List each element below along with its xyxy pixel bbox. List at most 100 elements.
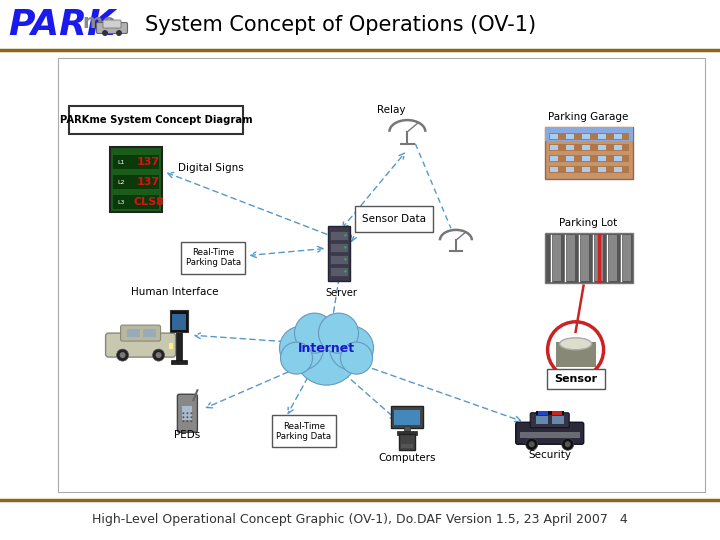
- Bar: [598, 134, 606, 139]
- Circle shape: [344, 234, 346, 237]
- Text: PEDs: PEDs: [174, 430, 201, 440]
- FancyBboxPatch shape: [103, 20, 121, 28]
- Circle shape: [294, 313, 335, 353]
- Bar: [536, 416, 548, 424]
- Bar: [598, 167, 606, 172]
- Circle shape: [281, 342, 312, 374]
- Bar: [565, 134, 574, 139]
- Bar: [556, 342, 595, 367]
- Bar: [552, 411, 562, 415]
- Circle shape: [116, 30, 122, 36]
- Bar: [549, 145, 629, 152]
- Bar: [565, 157, 574, 161]
- Bar: [623, 235, 631, 281]
- Text: PARKme System Concept Diagram: PARKme System Concept Diagram: [60, 115, 252, 125]
- Bar: [544, 127, 633, 179]
- Bar: [549, 134, 557, 139]
- Circle shape: [190, 416, 192, 419]
- Bar: [112, 155, 158, 169]
- Circle shape: [186, 416, 189, 419]
- Ellipse shape: [559, 338, 592, 350]
- Bar: [582, 157, 590, 161]
- Bar: [395, 410, 420, 426]
- Text: Sensor: Sensor: [554, 374, 597, 384]
- Text: System Concept of Operations (OV-1): System Concept of Operations (OV-1): [145, 15, 536, 35]
- Text: 137: 137: [137, 157, 161, 167]
- Bar: [127, 329, 140, 337]
- Bar: [400, 434, 415, 450]
- Bar: [613, 157, 621, 161]
- Bar: [598, 145, 606, 151]
- FancyBboxPatch shape: [356, 206, 433, 232]
- Bar: [549, 167, 557, 172]
- Text: L2: L2: [117, 179, 125, 185]
- Text: Sensor Data: Sensor Data: [362, 214, 426, 224]
- Text: CLS8: CLS8: [133, 197, 164, 207]
- Bar: [401, 444, 413, 448]
- Circle shape: [182, 420, 184, 422]
- Bar: [582, 134, 590, 139]
- Circle shape: [344, 270, 346, 273]
- Bar: [549, 156, 629, 163]
- FancyBboxPatch shape: [69, 106, 243, 134]
- Circle shape: [279, 326, 323, 370]
- Circle shape: [182, 416, 184, 419]
- Circle shape: [186, 412, 189, 414]
- Bar: [397, 431, 418, 435]
- Bar: [598, 157, 606, 161]
- FancyBboxPatch shape: [177, 394, 197, 432]
- Bar: [544, 233, 633, 282]
- Circle shape: [344, 258, 346, 260]
- Bar: [143, 329, 156, 337]
- Circle shape: [526, 438, 538, 450]
- Text: L1: L1: [117, 159, 125, 165]
- Bar: [582, 145, 590, 151]
- FancyBboxPatch shape: [96, 23, 127, 33]
- Text: Computers: Computers: [379, 453, 436, 463]
- FancyBboxPatch shape: [530, 413, 570, 428]
- Text: High-Level Operational Concept Graphic (OV-1), Do.DAF Version 1.5, 23 April 2007: High-Level Operational Concept Graphic (…: [92, 514, 628, 526]
- Bar: [613, 167, 621, 172]
- Circle shape: [528, 441, 535, 447]
- Bar: [330, 267, 348, 276]
- Text: Server: Server: [325, 288, 357, 298]
- Bar: [176, 327, 181, 362]
- Circle shape: [117, 349, 129, 361]
- Bar: [613, 134, 621, 139]
- Bar: [58, 58, 705, 492]
- FancyBboxPatch shape: [546, 369, 605, 389]
- Circle shape: [564, 441, 571, 447]
- Text: PARK: PARK: [8, 8, 115, 42]
- Bar: [109, 147, 161, 212]
- Bar: [565, 167, 574, 172]
- Circle shape: [190, 420, 192, 422]
- Circle shape: [344, 246, 346, 248]
- Bar: [168, 343, 173, 349]
- FancyBboxPatch shape: [272, 415, 336, 447]
- Bar: [552, 235, 561, 281]
- Circle shape: [318, 313, 359, 353]
- Text: Digital Signs: Digital Signs: [178, 163, 243, 172]
- Circle shape: [182, 412, 184, 414]
- Bar: [538, 411, 548, 415]
- Text: Real-Time
Parking Data: Real-Time Parking Data: [276, 422, 331, 441]
- Circle shape: [102, 30, 108, 36]
- Bar: [392, 406, 423, 428]
- Bar: [580, 235, 588, 281]
- Bar: [330, 255, 348, 264]
- Circle shape: [294, 321, 359, 385]
- Text: Parking Lot: Parking Lot: [559, 218, 618, 228]
- Bar: [520, 432, 580, 438]
- FancyBboxPatch shape: [181, 241, 246, 274]
- Bar: [549, 133, 629, 140]
- Bar: [608, 235, 616, 281]
- Bar: [330, 243, 348, 252]
- Bar: [330, 231, 348, 240]
- Bar: [567, 235, 575, 281]
- Text: Real-Time
Parking Data: Real-Time Parking Data: [186, 248, 241, 267]
- Bar: [328, 226, 351, 281]
- Text: Human Interface: Human Interface: [130, 287, 218, 297]
- Bar: [0, 0, 720, 50]
- Bar: [565, 145, 574, 151]
- Bar: [549, 145, 557, 151]
